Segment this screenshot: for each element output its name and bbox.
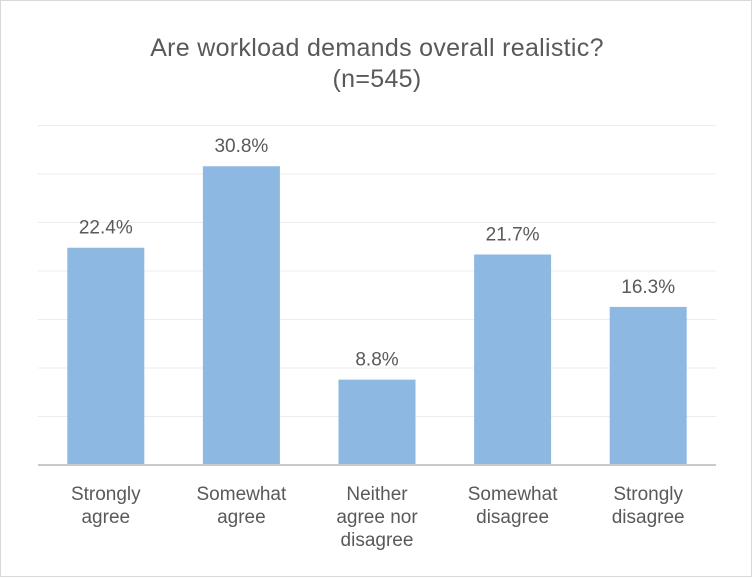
x-tick-label: Strongly disagree: [611, 484, 685, 528]
x-tick-label: Somewhat agree: [196, 484, 287, 528]
data-label: 8.8%: [355, 350, 398, 371]
bar: [338, 379, 416, 465]
x-tick-label: Somewhat disagree: [467, 484, 558, 528]
chart-title: Are workload demands overall realistic?: [150, 34, 604, 62]
x-tick-label: Neither agree nor disagree: [336, 484, 418, 551]
chart-title-block: Are workload demands overall realistic? …: [1, 33, 752, 95]
chart-subtitle: (n=545): [332, 65, 422, 93]
bar: [202, 166, 280, 466]
data-label: 21.7%: [486, 225, 540, 246]
data-label: 16.3%: [621, 277, 675, 298]
data-label: 22.4%: [79, 218, 133, 239]
bar: [67, 247, 145, 465]
bar: [474, 254, 552, 465]
data-label: 30.8%: [214, 136, 268, 157]
bar: [609, 306, 687, 465]
x-tick-label: Strongly agree: [70, 484, 141, 528]
